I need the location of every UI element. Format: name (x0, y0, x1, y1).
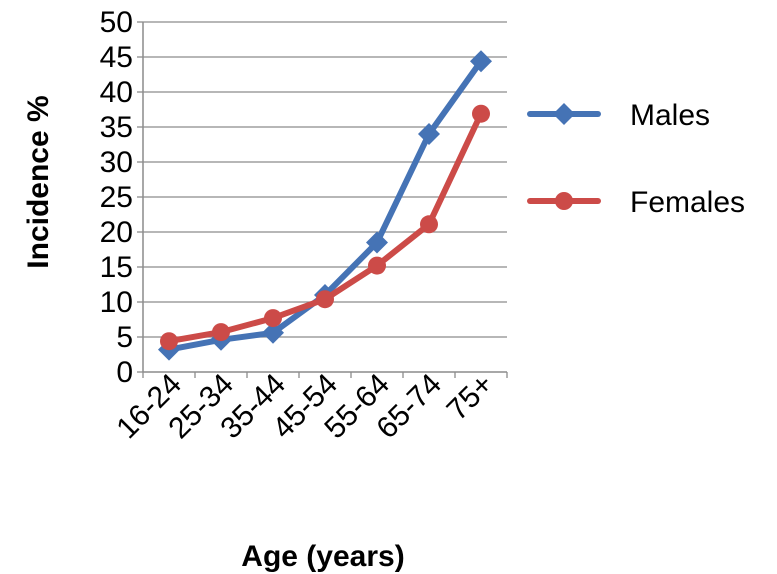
y-tick-label-30: 30 (100, 146, 133, 179)
y-tick-label-25: 25 (100, 181, 133, 214)
data-point-males-65-74 (418, 123, 440, 145)
data-point-females-55-64 (368, 256, 386, 275)
legend-marker-females (555, 192, 573, 210)
y-tick-label-0: 0 (116, 356, 133, 389)
y-tick-label-15: 15 (100, 251, 133, 284)
data-point-females-35-44 (264, 309, 282, 328)
legend: Males Females (527, 99, 745, 219)
legend-item-males: Males (527, 99, 710, 132)
legend-label-males: Males (630, 99, 710, 132)
data-point-males-75 (470, 50, 492, 73)
legend-item-females: Females (527, 186, 745, 219)
series-males (158, 50, 492, 361)
y-tick-label-20: 20 (100, 216, 133, 249)
legend-marker-males (553, 103, 575, 125)
y-tick-label-10: 10 (100, 286, 133, 319)
y-tick-label-50: 50 (100, 6, 133, 39)
legend-label-females: Females (630, 186, 745, 219)
gridlines (143, 21, 507, 338)
series (158, 50, 492, 361)
data-point-females-65-74 (420, 215, 438, 234)
y-tick-label-5: 5 (116, 321, 133, 354)
y-tick-label-40: 40 (100, 76, 133, 109)
data-point-females-16-24 (160, 332, 178, 351)
data-point-females-75 (472, 104, 490, 123)
axes (137, 21, 508, 378)
series-females (160, 104, 490, 351)
y-tick-label-35: 35 (100, 111, 133, 144)
data-point-females-25-34 (212, 323, 230, 342)
data-point-males-35-44 (262, 321, 284, 344)
x-tick-label-75: 75+ (441, 368, 500, 427)
x-axis-title: Age (years) (241, 540, 404, 573)
data-point-males-55-64 (366, 231, 388, 254)
y-axis-title: Incidence % (22, 95, 55, 268)
y-tick-label-45: 45 (100, 41, 133, 74)
data-point-females-45-54 (316, 290, 334, 309)
